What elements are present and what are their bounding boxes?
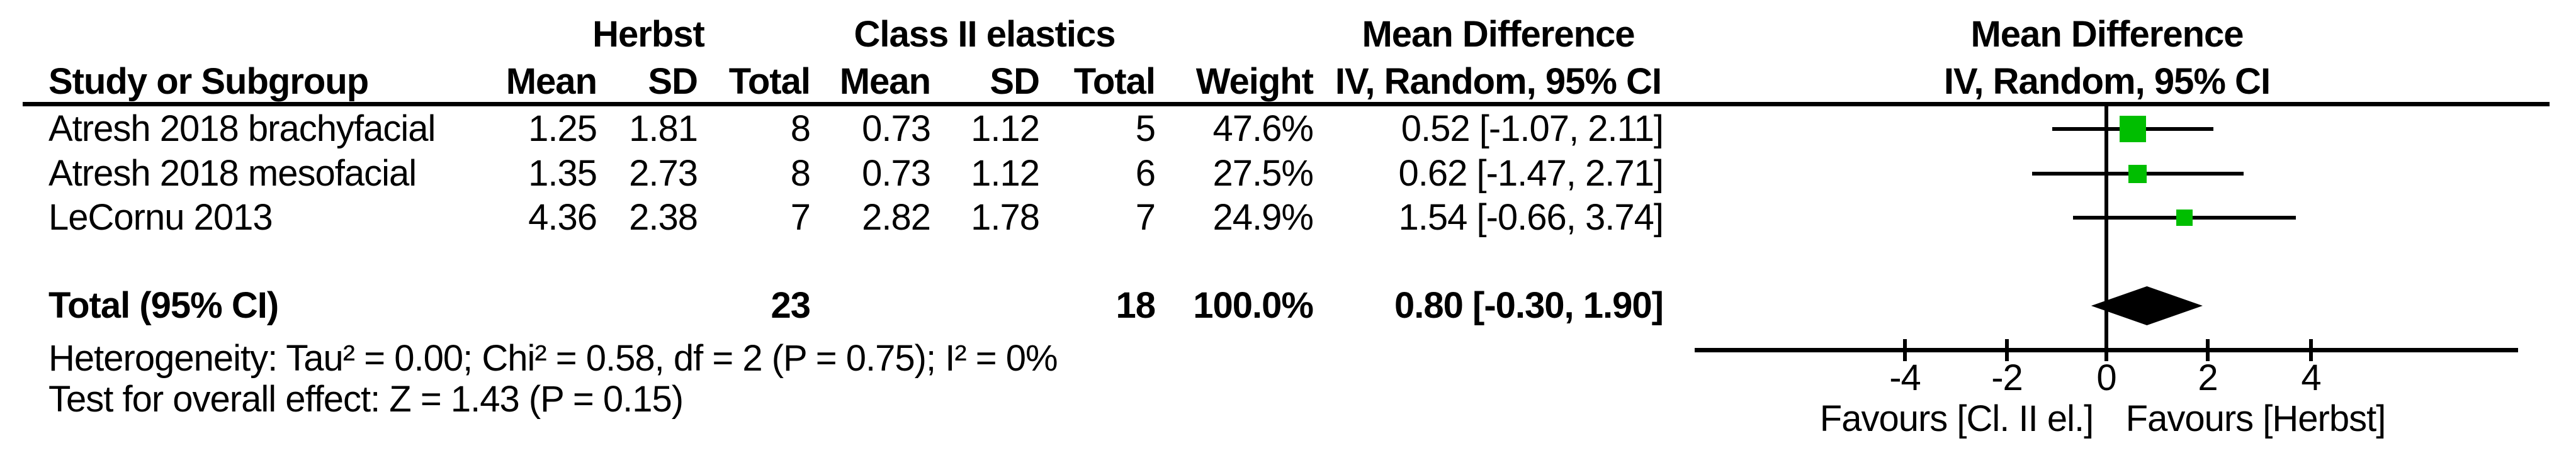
col-header-classii-total: Total bbox=[1073, 61, 1156, 102]
col-header-herbst-mean: Mean bbox=[506, 61, 597, 102]
axis-tick bbox=[2104, 339, 2108, 361]
cell-sd1: 2.38 bbox=[629, 197, 698, 238]
cell-estimate: 1.54 [-0.66, 3.74] bbox=[1398, 197, 1664, 238]
cell-mean1: 1.25 bbox=[528, 108, 597, 149]
cell-sd2: 1.78 bbox=[971, 197, 1040, 238]
heterogeneity-text: Heterogeneity: Tau² = 0.00; Chi² = 0.58,… bbox=[48, 338, 1058, 379]
col-header-classii-sd: SD bbox=[990, 61, 1040, 102]
axis-tick bbox=[1903, 339, 1907, 361]
favours-left-label: Favours [Cl. II el.] bbox=[1819, 398, 2094, 439]
plot-header-md: Mean Difference bbox=[1970, 14, 2244, 55]
group-header-classii: Class II elastics bbox=[854, 14, 1116, 55]
total-weight: 100.0% bbox=[1193, 285, 1314, 326]
axis-tick bbox=[2206, 339, 2210, 361]
cell-mean2: 0.73 bbox=[862, 153, 931, 194]
total-classii-total: 18 bbox=[1116, 285, 1156, 326]
study-effect-square bbox=[2176, 210, 2193, 226]
group-header-herbst: Herbst bbox=[592, 14, 705, 55]
overall-effect-text: Test for overall effect: Z = 1.43 (P = 0… bbox=[48, 379, 684, 420]
study-name: Atresh 2018 brachyfacial bbox=[48, 108, 436, 149]
total-estimate: 0.80 [-0.30, 1.90] bbox=[1394, 285, 1664, 326]
cell-estimate: 0.62 [-1.47, 2.71] bbox=[1398, 153, 1664, 194]
study-effect-square bbox=[2128, 164, 2147, 183]
cell-mean1: 1.35 bbox=[528, 153, 597, 194]
col-header-weight: Weight bbox=[1195, 61, 1314, 102]
study-name: Atresh 2018 mesofacial bbox=[48, 153, 417, 194]
favours-right-label: Favours [Herbst] bbox=[2125, 398, 2387, 439]
study-effect-square bbox=[2119, 116, 2146, 142]
cell-total1: 8 bbox=[790, 108, 811, 149]
cell-sd2: 1.12 bbox=[971, 153, 1040, 194]
cell-sd1: 1.81 bbox=[629, 108, 698, 149]
cell-total2: 6 bbox=[1135, 153, 1156, 194]
cell-mean2: 2.82 bbox=[862, 197, 931, 238]
cell-total1: 8 bbox=[790, 153, 811, 194]
cell-mean1: 4.36 bbox=[528, 197, 597, 238]
axis-tick-label: -2 bbox=[1991, 357, 2023, 398]
axis-tick-label: 2 bbox=[2198, 357, 2218, 398]
col-header-study: Study or Subgroup bbox=[48, 61, 369, 102]
col-header-classii-mean: Mean bbox=[839, 61, 931, 102]
cell-estimate: 0.52 [-1.07, 2.11] bbox=[1401, 108, 1664, 149]
header-underline bbox=[23, 102, 2550, 106]
cell-weight: 47.6% bbox=[1212, 108, 1314, 149]
axis-tick-label: 4 bbox=[2301, 357, 2321, 398]
col-header-ci: IV, Random, 95% CI bbox=[1335, 61, 1662, 102]
group-header-md: Mean Difference bbox=[1362, 14, 1635, 55]
axis-tick bbox=[2309, 339, 2313, 361]
axis-tick-label: -4 bbox=[1889, 357, 1921, 398]
cell-weight: 27.5% bbox=[1212, 153, 1314, 194]
total-label: Total (95% CI) bbox=[48, 285, 279, 326]
cell-total2: 7 bbox=[1135, 197, 1156, 238]
cell-sd1: 2.73 bbox=[629, 153, 698, 194]
cell-mean2: 0.73 bbox=[862, 108, 931, 149]
cell-total2: 5 bbox=[1135, 108, 1156, 149]
study-name: LeCornu 2013 bbox=[48, 197, 273, 238]
zero-effect-line bbox=[2104, 106, 2108, 348]
total-herbst-total: 23 bbox=[771, 285, 811, 326]
cell-total1: 7 bbox=[790, 197, 811, 238]
col-header-herbst-total: Total bbox=[728, 61, 811, 102]
axis-tick-label: 0 bbox=[2096, 357, 2116, 398]
axis-tick bbox=[2005, 339, 2009, 361]
cell-weight: 24.9% bbox=[1212, 197, 1314, 238]
plot-header-ci: IV, Random, 95% CI bbox=[1943, 61, 2271, 102]
col-header-herbst-sd: SD bbox=[648, 61, 698, 102]
cell-sd2: 1.12 bbox=[971, 108, 1040, 149]
